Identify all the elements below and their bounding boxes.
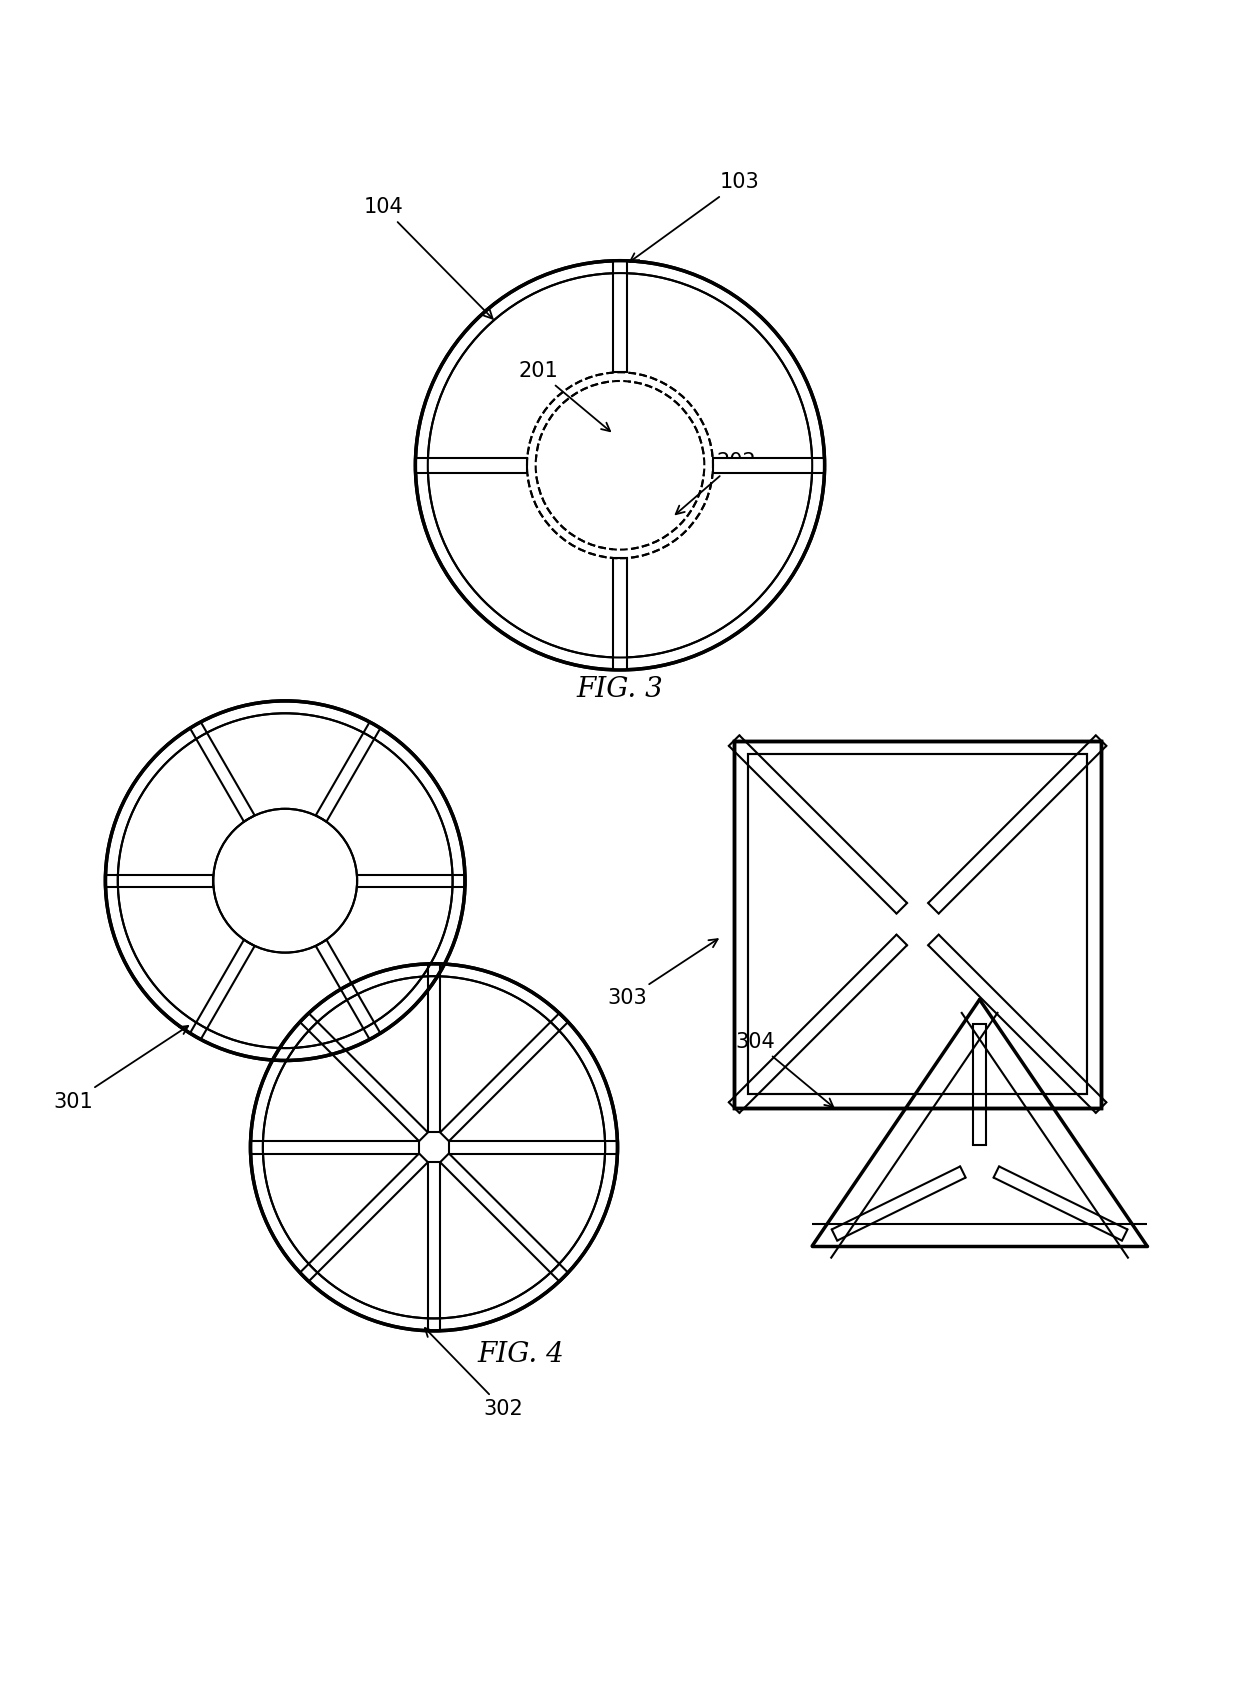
Bar — [613, 261, 627, 670]
Text: 302: 302 — [425, 1328, 523, 1419]
Text: 202: 202 — [676, 452, 756, 515]
Text: 103: 103 — [630, 172, 759, 261]
Bar — [748, 754, 1087, 1093]
Text: 301: 301 — [53, 1026, 188, 1112]
Bar — [734, 741, 1101, 1108]
Bar — [415, 457, 825, 472]
Text: 304: 304 — [735, 1032, 833, 1107]
Text: 201: 201 — [518, 361, 610, 432]
Bar — [734, 741, 1101, 1108]
Text: FIG. 3: FIG. 3 — [577, 676, 663, 703]
Text: FIG. 4: FIG. 4 — [477, 1341, 564, 1368]
Text: 104: 104 — [363, 197, 492, 319]
Text: 303: 303 — [608, 940, 718, 1009]
Bar — [748, 754, 1087, 1093]
